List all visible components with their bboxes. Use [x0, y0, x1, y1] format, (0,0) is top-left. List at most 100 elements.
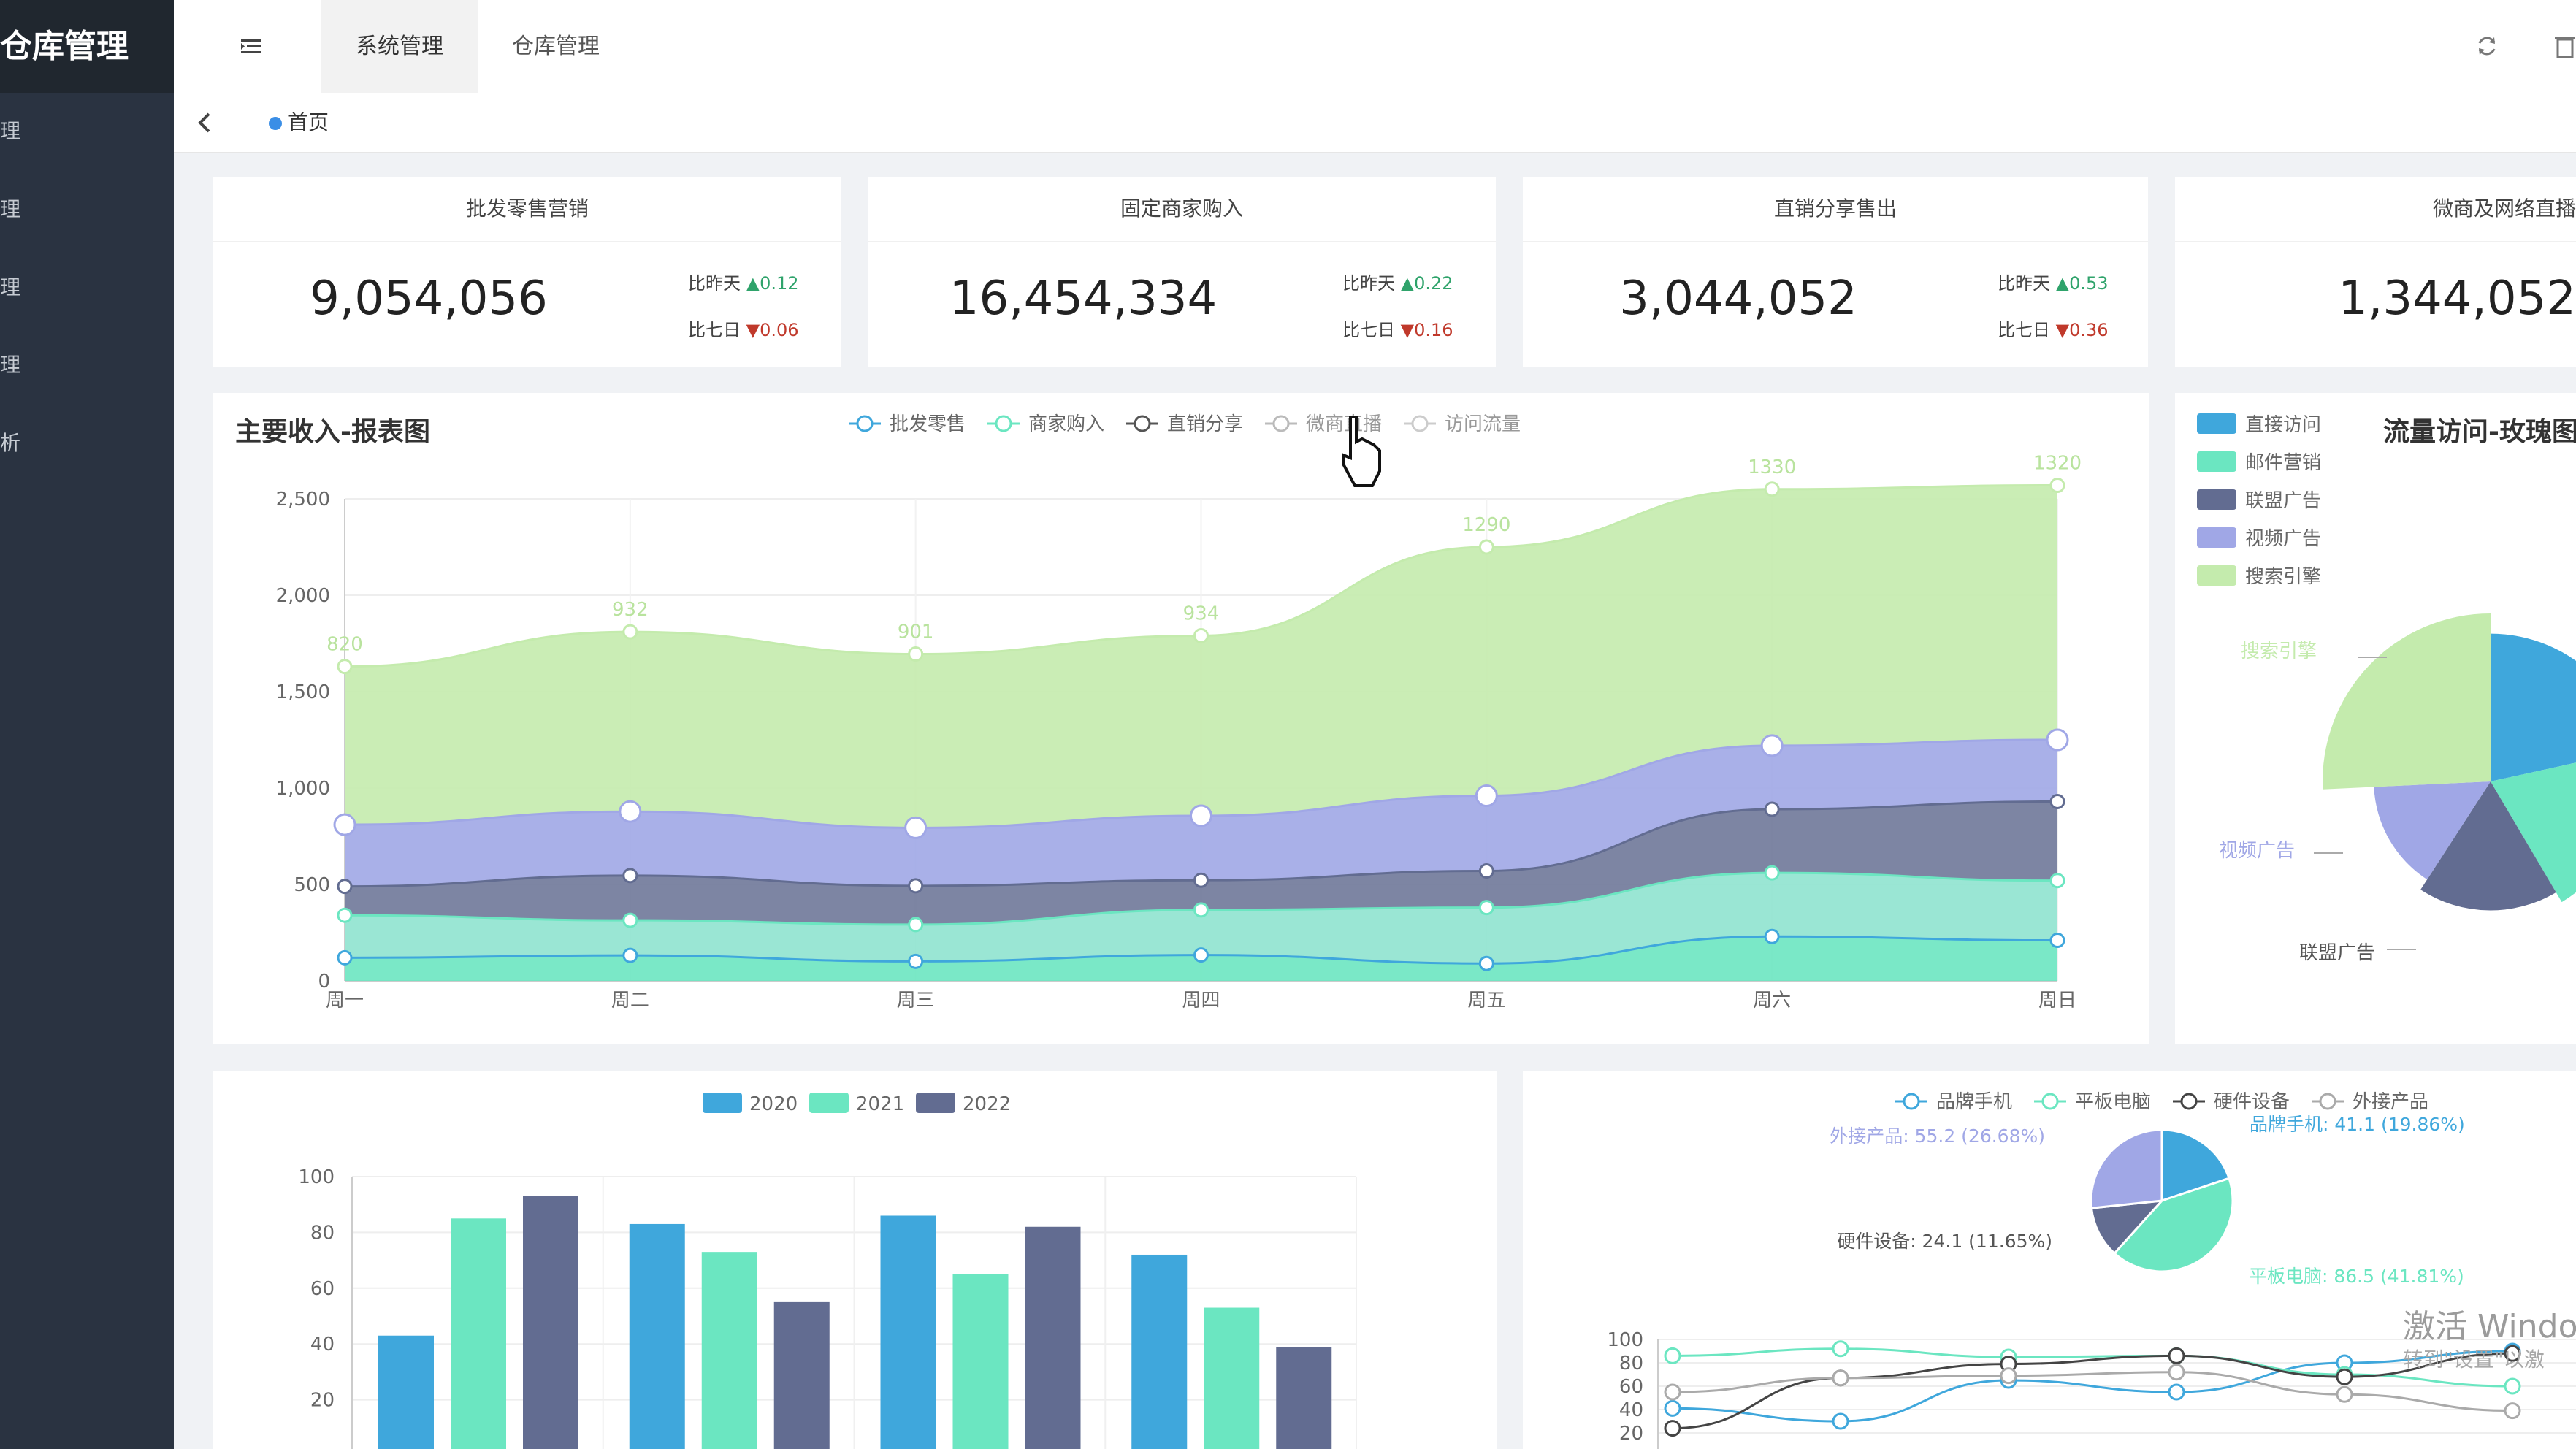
data-point[interactable]: [337, 879, 353, 895]
data-point[interactable]: [1190, 804, 1212, 827]
data-point[interactable]: [1832, 1412, 1849, 1430]
bar[interactable]: [523, 1196, 578, 1449]
data-point[interactable]: [904, 816, 928, 839]
data-point[interactable]: [2504, 1345, 2521, 1362]
data-point[interactable]: [622, 947, 638, 963]
data-point[interactable]: [1664, 1399, 1681, 1417]
bar[interactable]: [451, 1218, 506, 1449]
data-point[interactable]: [619, 800, 642, 823]
rose-slice[interactable]: [2491, 752, 2576, 903]
legend-item[interactable]: 视频广告: [2197, 527, 2321, 550]
data-point[interactable]: [1478, 955, 1494, 971]
data-point[interactable]: [1664, 1347, 1681, 1364]
data-point[interactable]: [1193, 872, 1209, 888]
data-point[interactable]: [2336, 1368, 2353, 1385]
sidebar-item-5[interactable]: 析: [0, 431, 21, 455]
sidebar-item-1[interactable]: 理: [0, 119, 21, 143]
data-point[interactable]: [1478, 863, 1494, 879]
legend-item[interactable]: 直接访问: [2197, 413, 2321, 436]
data-point[interactable]: [1193, 947, 1209, 963]
legend-item[interactable]: 硬件设备: [2173, 1091, 2290, 1113]
data-point[interactable]: [1478, 900, 1494, 916]
pie-slice[interactable]: [2090, 1128, 2163, 1209]
rose-slice[interactable]: [2491, 633, 2576, 781]
legend-item[interactable]: 品牌手机: [1895, 1091, 2012, 1113]
legend-item[interactable]: 2020: [703, 1093, 798, 1115]
legend-item[interactable]: 商家购入: [987, 413, 1104, 435]
rose-slice[interactable]: [2420, 781, 2556, 911]
legend-item[interactable]: 2021: [809, 1093, 904, 1115]
legend-item[interactable]: 批发零售: [849, 413, 966, 435]
legend-item[interactable]: 邮件营销: [2197, 451, 2321, 474]
legend-item[interactable]: 微商直播: [1265, 413, 1382, 435]
bar[interactable]: [1025, 1226, 1081, 1449]
data-point[interactable]: [1764, 865, 1780, 881]
rose-slice[interactable]: [2323, 613, 2491, 790]
data-point[interactable]: [1664, 1420, 1681, 1437]
data-point[interactable]: [2504, 1377, 2521, 1395]
bar[interactable]: [378, 1335, 434, 1449]
data-point[interactable]: [337, 907, 353, 923]
data-point[interactable]: [1478, 539, 1494, 555]
legend-item[interactable]: 2022: [916, 1093, 1011, 1115]
rose-slice[interactable]: [2374, 781, 2491, 880]
tab-warehouse-management[interactable]: 仓库管理: [512, 34, 600, 59]
data-point[interactable]: [908, 646, 924, 662]
data-point[interactable]: [333, 813, 356, 836]
pie-slice[interactable]: [2112, 1177, 2234, 1273]
legend-item[interactable]: 平板电脑: [2034, 1091, 2151, 1113]
legend-item[interactable]: 联盟广告: [2197, 489, 2321, 512]
data-point[interactable]: [337, 659, 353, 675]
data-point[interactable]: [908, 953, 924, 969]
data-point[interactable]: [2049, 478, 2065, 494]
tag-home[interactable]: 首页: [269, 104, 329, 141]
legend-item[interactable]: 外接产品: [2312, 1091, 2428, 1113]
legend-item[interactable]: 搜索引擎: [2197, 565, 2321, 588]
data-point[interactable]: [2336, 1385, 2353, 1403]
bar[interactable]: [629, 1223, 685, 1449]
data-point[interactable]: [1832, 1340, 1849, 1358]
sidebar-item-4[interactable]: 理: [0, 353, 21, 377]
legend-item[interactable]: 访问流量: [1404, 413, 1521, 435]
data-point[interactable]: [622, 624, 638, 640]
data-point[interactable]: [622, 912, 638, 928]
trash-icon[interactable]: [2553, 34, 2576, 58]
data-point[interactable]: [2049, 793, 2065, 809]
refresh-icon[interactable]: [2474, 34, 2499, 58]
sidebar-item-2[interactable]: 理: [0, 197, 21, 221]
legend-swatch: [809, 1093, 849, 1113]
data-point[interactable]: [2000, 1367, 2017, 1385]
data-point[interactable]: [1193, 627, 1209, 643]
data-point[interactable]: [2049, 933, 2065, 949]
sidebar-item-3[interactable]: 理: [0, 275, 21, 299]
data-point[interactable]: [2168, 1347, 2185, 1364]
bar[interactable]: [952, 1274, 1009, 1449]
data-point[interactable]: [1475, 784, 1498, 808]
data-point[interactable]: [1760, 734, 1784, 757]
data-point[interactable]: [1764, 481, 1780, 497]
bar[interactable]: [1204, 1307, 1260, 1449]
data-point[interactable]: [2504, 1402, 2521, 1420]
bar[interactable]: [880, 1215, 936, 1449]
data-point[interactable]: [2168, 1364, 2185, 1381]
data-point[interactable]: [1193, 902, 1209, 918]
bar[interactable]: [1276, 1347, 1332, 1449]
data-point[interactable]: [908, 917, 924, 933]
data-point[interactable]: [337, 949, 353, 966]
legend-item[interactable]: 直销分享: [1126, 413, 1243, 435]
tab-system-management[interactable]: 系统管理: [321, 0, 478, 93]
menu-toggle-icon[interactable]: [240, 35, 263, 58]
bar[interactable]: [1131, 1254, 1188, 1449]
data-point[interactable]: [1832, 1369, 1849, 1387]
data-point[interactable]: [2168, 1383, 2185, 1401]
data-point[interactable]: [1764, 801, 1780, 817]
data-point[interactable]: [1764, 928, 1780, 944]
back-arrow-icon[interactable]: [194, 110, 216, 136]
data-point[interactable]: [1664, 1383, 1681, 1401]
data-point[interactable]: [2049, 873, 2065, 889]
data-point[interactable]: [908, 878, 924, 894]
bar[interactable]: [701, 1252, 757, 1449]
bar[interactable]: [773, 1301, 830, 1449]
data-point[interactable]: [622, 868, 638, 884]
data-point[interactable]: [2046, 728, 2069, 752]
